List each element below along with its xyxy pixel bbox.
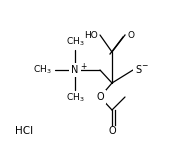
Text: S: S [135, 65, 141, 75]
Text: N: N [71, 65, 79, 75]
Text: HO: HO [84, 30, 98, 40]
Text: CH$_3$: CH$_3$ [66, 36, 84, 48]
Text: CH$_3$: CH$_3$ [66, 92, 84, 104]
Text: O: O [96, 92, 104, 102]
Text: −: − [141, 62, 147, 70]
Text: O: O [108, 126, 116, 136]
Text: HCl: HCl [15, 126, 33, 136]
Text: O: O [127, 30, 134, 40]
Text: CH$_3$: CH$_3$ [33, 64, 52, 76]
Text: +: + [80, 62, 86, 70]
